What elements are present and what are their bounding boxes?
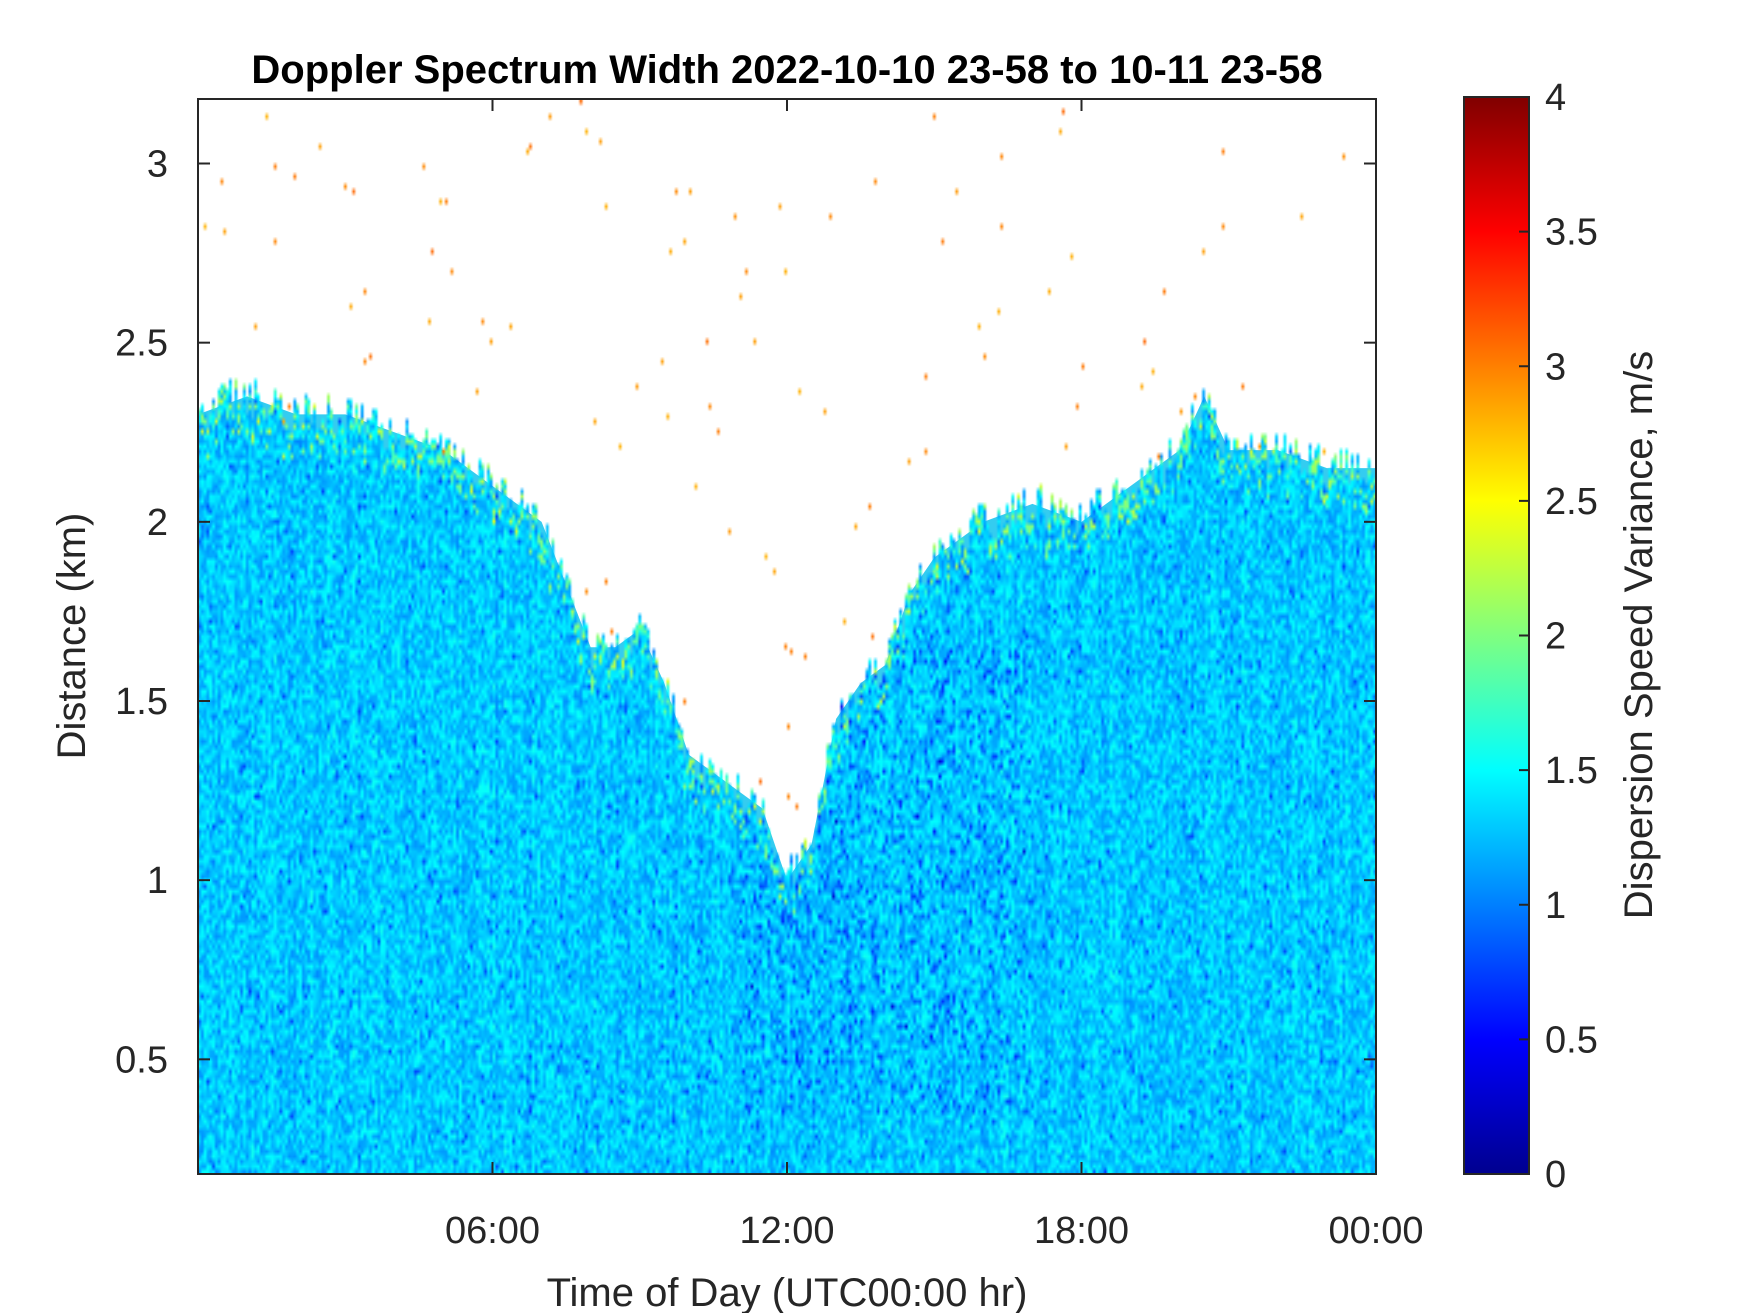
colorbar-tick-label: 4 bbox=[1545, 77, 1566, 119]
x-tick-label: 00:00 bbox=[1328, 1210, 1423, 1252]
x-tick-label: 06:00 bbox=[445, 1210, 540, 1252]
colorbar-tick-label: 3 bbox=[1545, 346, 1566, 388]
x-tick-label: 18:00 bbox=[1034, 1210, 1129, 1252]
y-tick-label: 2 bbox=[147, 502, 168, 544]
y-axis-label: Distance (km) bbox=[50, 513, 94, 760]
colorbar-tick-label: 0 bbox=[1545, 1154, 1566, 1196]
x-axis-ticks: 06:00 12:00 18:00 00:00 bbox=[445, 99, 1424, 1252]
colorbar-tick-label: 3.5 bbox=[1545, 212, 1598, 254]
plot-area bbox=[198, 99, 1376, 1174]
chart-title: Doppler Spectrum Width 2022-10-10 23-58 … bbox=[251, 48, 1322, 92]
spectrum-width-heatmap bbox=[198, 99, 1376, 1174]
colorbar-label: Dispersion Speed Variance, m/s bbox=[1617, 351, 1661, 919]
colorbar bbox=[1463, 96, 1530, 1175]
y-tick-label: 3 bbox=[147, 144, 168, 186]
y-tick-label: 2.5 bbox=[115, 323, 168, 365]
x-tick-label: 12:00 bbox=[739, 1210, 834, 1252]
colorbar-tick-label: 2 bbox=[1545, 616, 1566, 658]
y-tick-label: 1.5 bbox=[115, 681, 168, 723]
colorbar-tick-label: 1 bbox=[1545, 885, 1566, 927]
y-axis-ticks: 0.5 1 1.5 2 2.5 3 bbox=[115, 144, 1376, 1081]
colorbar-tick-label: 2.5 bbox=[1545, 481, 1598, 523]
x-axis-label: Time of Day (UTC00:00 hr) bbox=[547, 1271, 1028, 1313]
y-tick-label: 1 bbox=[147, 860, 168, 902]
colorbar-tick-label: 0.5 bbox=[1545, 1019, 1598, 1061]
y-tick-label: 0.5 bbox=[115, 1039, 168, 1081]
colorbar-ticks: 0 0.5 1 1.5 2 2.5 3 3.5 4 bbox=[1519, 77, 1598, 1196]
colorbar-tick-label: 1.5 bbox=[1545, 750, 1598, 792]
